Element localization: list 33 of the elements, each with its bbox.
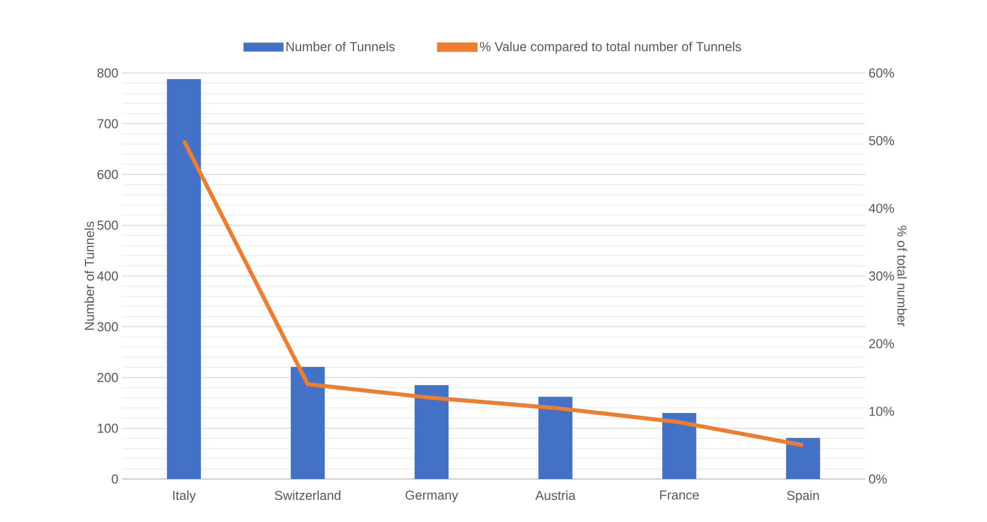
bar bbox=[786, 438, 820, 479]
y2-tick-label: 20% bbox=[869, 339, 894, 348]
y2-tick-label: 40% bbox=[868, 204, 894, 213]
y-tick-label: 200 bbox=[98, 372, 118, 382]
legend-label: % Value compared to total number of Tunnels bbox=[480, 42, 742, 54]
y2-tick-label: 0% bbox=[869, 474, 887, 484]
line-series bbox=[182, 138, 806, 448]
y-tick-label: 400 bbox=[97, 271, 118, 281]
x-tick-label: Switzerland bbox=[274, 490, 340, 500]
bar bbox=[166, 79, 201, 479]
bar bbox=[662, 413, 696, 479]
x-tick-label: Italy bbox=[173, 490, 196, 503]
x-tick-label: Austria bbox=[535, 490, 576, 500]
y-tick-label: 0 bbox=[112, 474, 118, 484]
x-tick-label: Germany bbox=[406, 490, 458, 502]
y-tick-label: 800 bbox=[97, 68, 118, 78]
y-tick-label: 700 bbox=[98, 119, 118, 128]
bar bbox=[290, 366, 325, 479]
y2-tick-label: 30% bbox=[869, 271, 894, 281]
x-tick-label: Spain bbox=[787, 490, 819, 503]
y-tick-label: 100 bbox=[98, 424, 118, 433]
y-tick-label: 600 bbox=[98, 170, 118, 180]
y-tick-label: 500 bbox=[97, 220, 118, 230]
legend-label: Number of Tunnels bbox=[286, 42, 395, 52]
y2-tick-label: 60% bbox=[869, 68, 894, 78]
y2-axis-title: % of total number bbox=[897, 226, 907, 327]
bar bbox=[538, 396, 572, 479]
bar bbox=[414, 385, 449, 479]
y-tick-label: 300 bbox=[97, 322, 118, 332]
y2-tick-label: 10% bbox=[870, 406, 894, 416]
x-tick-label: France bbox=[660, 490, 699, 500]
y-axis-title: Number of Tunnels bbox=[84, 222, 94, 330]
y2-tick-label: 50% bbox=[869, 136, 894, 146]
